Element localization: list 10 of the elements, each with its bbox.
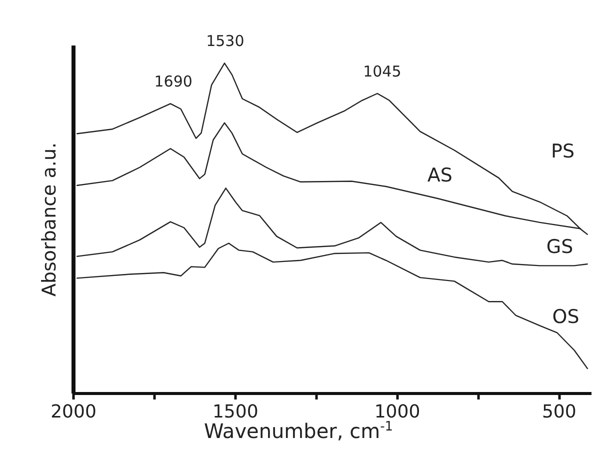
annotation: 1690 [154, 72, 192, 91]
y-axis-title: Absorbance a.u. [38, 142, 60, 297]
x-tick-label: 500 [542, 402, 576, 422]
series-label: GS [546, 236, 574, 258]
series-label: AS [427, 164, 452, 187]
annotation: 1530 [206, 32, 244, 50]
annotation: 1045 [363, 62, 402, 80]
series-label: OS [552, 306, 580, 328]
x-tick-label: 2000 [50, 402, 96, 422]
text: PS [550, 140, 575, 163]
